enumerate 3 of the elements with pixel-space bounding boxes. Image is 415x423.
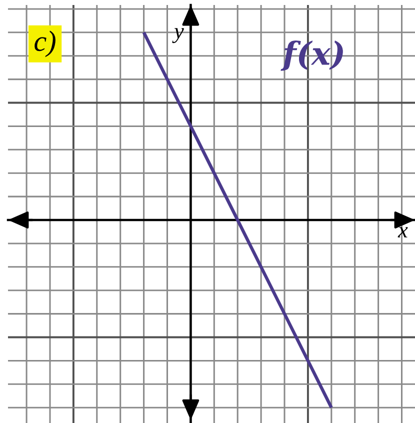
y-axis-title: y [172, 28, 184, 44]
text: c) [34, 30, 56, 58]
x-axis-title: x [398, 227, 408, 238]
